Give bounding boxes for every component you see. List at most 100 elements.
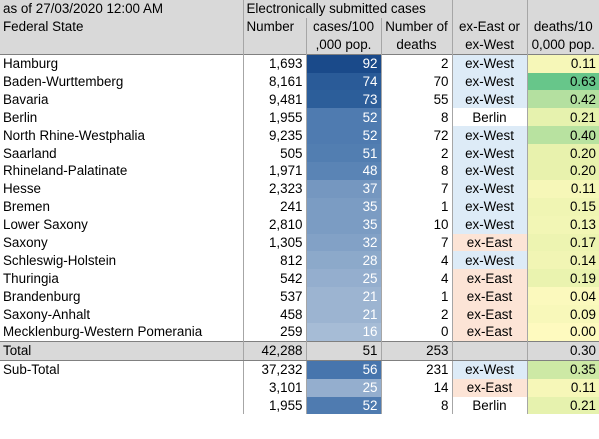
number-cell: 3,101 [242,378,306,397]
region-cell: ex-East [451,378,527,397]
deaths-per-100k-cell: 0.20 [526,162,599,180]
number-cell: 458 [242,305,306,324]
deaths-rate-header-top [526,0,599,18]
deaths-per-100k-cell: 0.30 [526,340,599,361]
deaths-per-100k-cell: 0.00 [526,323,599,342]
deaths-per-100k-cell: 0.15 [526,197,599,216]
state-cell [0,378,243,397]
region-cell: ex-West [451,179,527,198]
cases-per-100k-cell: 21 [305,305,381,324]
region-cell: ex-West [451,90,527,109]
state-cell [0,396,243,415]
cases-per-100k-cell: 52 [305,126,381,145]
deaths-per-100k-cell: 0.42 [526,90,599,109]
table-row: Hamburg 1,693 92 2 ex-West 0.11 [0,54,599,73]
deaths-per-100k-cell: 0.21 [526,396,599,415]
cases-per-100k-cell: 32 [305,233,381,252]
number-cell: 9,481 [242,90,306,109]
number-cell: 241 [242,197,306,216]
col-state-header: Federal State [0,17,243,36]
deaths-cell: 70 [380,72,452,91]
cases-table: as of 27/03/2020 12:00 AM Electronically… [0,0,599,415]
region-cell: ex-West [451,126,527,145]
region-cell: ex-West [451,360,527,379]
table-row: North Rhine-Westphalia 9,235 52 72 ex-West 0.… [0,126,599,145]
deaths-cell: 8 [380,108,452,127]
cases-per-100k-cell: 37 [305,179,381,198]
col-region-header-line1: ex-East or [451,17,527,36]
col-cases-header-line1: cases/100 [305,17,381,36]
state-cell: Thuringia [3,270,59,286]
col-cases-header-line2: ,000 pop. [305,35,381,55]
table-row: Saxony 1,305 32 7 ex-East 0.17 [0,233,599,252]
state-cell: Bremen [3,199,50,215]
region-cell: ex-East [451,233,527,252]
state-cell: Total [0,340,243,361]
state-cell: Sub-Total [0,360,243,379]
cases-per-100k-cell: 56 [305,360,381,379]
cases-per-100k-cell: 25 [305,269,381,288]
cases-per-100k-cell: 35 [305,215,381,234]
number-cell: 1,955 [242,108,306,127]
deaths-cell: 72 [380,126,452,145]
cases-per-100k-cell: 51 [305,144,381,163]
deaths-per-100k-cell: 0.17 [526,233,599,252]
region-cell: ex-West [451,215,527,234]
region-cell: Berlin [451,108,527,127]
state-cell: Brandenburg [3,288,81,304]
number-cell: 1,971 [242,162,306,180]
deaths-per-100k-cell: 0.63 [526,72,599,91]
state-cell: Hesse [3,181,41,197]
deaths-per-100k-cell: 0.21 [526,108,599,127]
state-cell: Saarland [3,145,57,161]
deaths-per-100k-cell: 0.13 [526,215,599,234]
deaths-cell: 2 [380,305,452,324]
deaths-per-100k-cell: 0.40 [526,126,599,145]
subtotal-row: 3,101 25 14 ex-East 0.11 [0,378,599,397]
col-number-header: Number [242,17,306,36]
table-row: Bremen 241 35 1 ex-West 0.15 [0,197,599,216]
state-cell: Baden-Wurttemberg [3,74,124,89]
state-cell: Schleswig-Holstein [3,252,117,268]
deaths-cell: 14 [380,378,452,397]
state-cell: Saxony [3,235,48,251]
number-cell: 1,955 [242,396,306,415]
header-row-2: Federal State Number cases/100 Number of… [0,17,599,36]
region-header-top [451,0,527,18]
col-deaths-rate-header-line2: 0,000 pop. [526,35,599,55]
col-region-header-line2: ex-West [451,35,527,55]
table-row: Saarland 505 51 2 ex-West 0.20 [0,144,599,163]
state-cell: Berlin [3,109,38,125]
cases-per-100k-cell: 48 [305,162,381,180]
deaths-cell: 1 [380,197,452,216]
region-cell: ex-West [451,251,527,270]
table-row: Lower Saxony 2,810 35 10 ex-West 0.13 [0,215,599,234]
cases-per-100k-cell: 25 [305,378,381,397]
number-cell: 42,288 [242,340,306,361]
deaths-cell: 8 [380,396,452,415]
number-cell: 542 [242,269,306,288]
group-label: Electronically submitted cases [242,0,452,18]
deaths-cell: 231 [380,360,452,379]
state-cell: Hamburg [3,56,59,72]
state-cell: Rhineland-Palatinate [3,163,128,179]
region-cell: ex-West [451,54,527,73]
region-cell: ex-West [451,72,527,91]
deaths-cell: 7 [380,233,452,252]
cases-per-100k-cell: 21 [305,287,381,306]
region-cell: ex-East [451,305,527,324]
cases-per-100k-cell: 73 [305,90,381,109]
col-deaths-header-line2: deaths [380,35,452,55]
deaths-cell: 4 [380,269,452,288]
deaths-cell: 8 [380,162,452,180]
number-cell: 9,235 [242,126,306,145]
region-cell: ex-East [451,269,527,288]
table-row: Baden-Wurttemberg 8,161 74 70 ex-West 0.63 [0,72,599,91]
deaths-cell: 1 [380,287,452,306]
table-row: Saxony-Anhalt 458 21 2 ex-East 0.09 [0,305,599,324]
cases-per-100k-cell: 35 [305,197,381,216]
header-spacer-number [242,35,306,55]
col-deaths-header-line1: Number of [380,17,452,36]
table-row: Brandenburg 537 21 1 ex-East 0.04 [0,287,599,306]
cases-per-100k-cell: 16 [305,323,381,342]
